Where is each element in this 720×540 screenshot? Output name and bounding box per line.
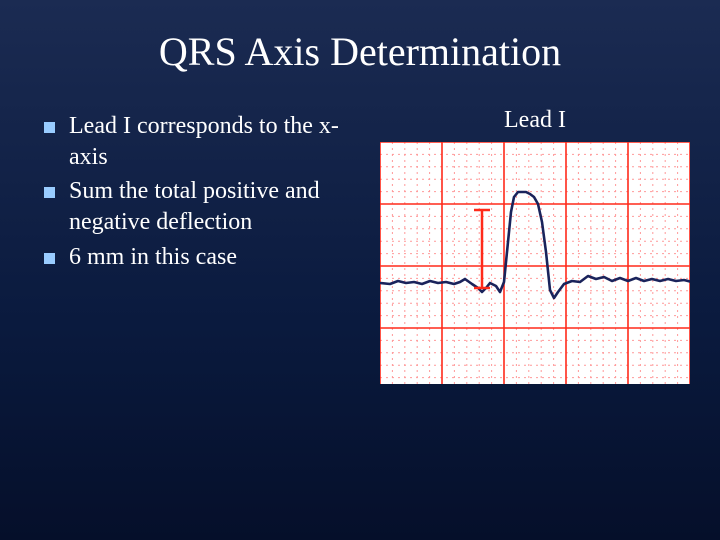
content-row: Lead I corresponds to the x-axis Sum the… xyxy=(30,111,690,384)
bullet-text: 6 mm in this case xyxy=(69,242,237,273)
bullet-text: Lead I corresponds to the x-axis xyxy=(69,111,350,172)
chart-label: Lead I xyxy=(504,107,566,134)
list-item: 6 mm in this case xyxy=(44,242,350,273)
ecg-chart xyxy=(380,142,690,384)
bullet-icon xyxy=(44,187,55,198)
list-item: Lead I corresponds to the x-axis xyxy=(44,111,350,172)
bullet-text: Sum the total positive and negative defl… xyxy=(69,176,350,237)
slide-title: QRS Axis Determination xyxy=(30,28,690,75)
bullet-icon xyxy=(44,253,55,264)
bullet-list: Lead I corresponds to the x-axis Sum the… xyxy=(30,111,360,384)
ecg-svg xyxy=(380,142,690,384)
list-item: Sum the total positive and negative defl… xyxy=(44,176,350,237)
bullet-icon xyxy=(44,122,55,133)
chart-panel: Lead I xyxy=(360,111,690,384)
slide: QRS Axis Determination Lead I correspond… xyxy=(0,0,720,540)
